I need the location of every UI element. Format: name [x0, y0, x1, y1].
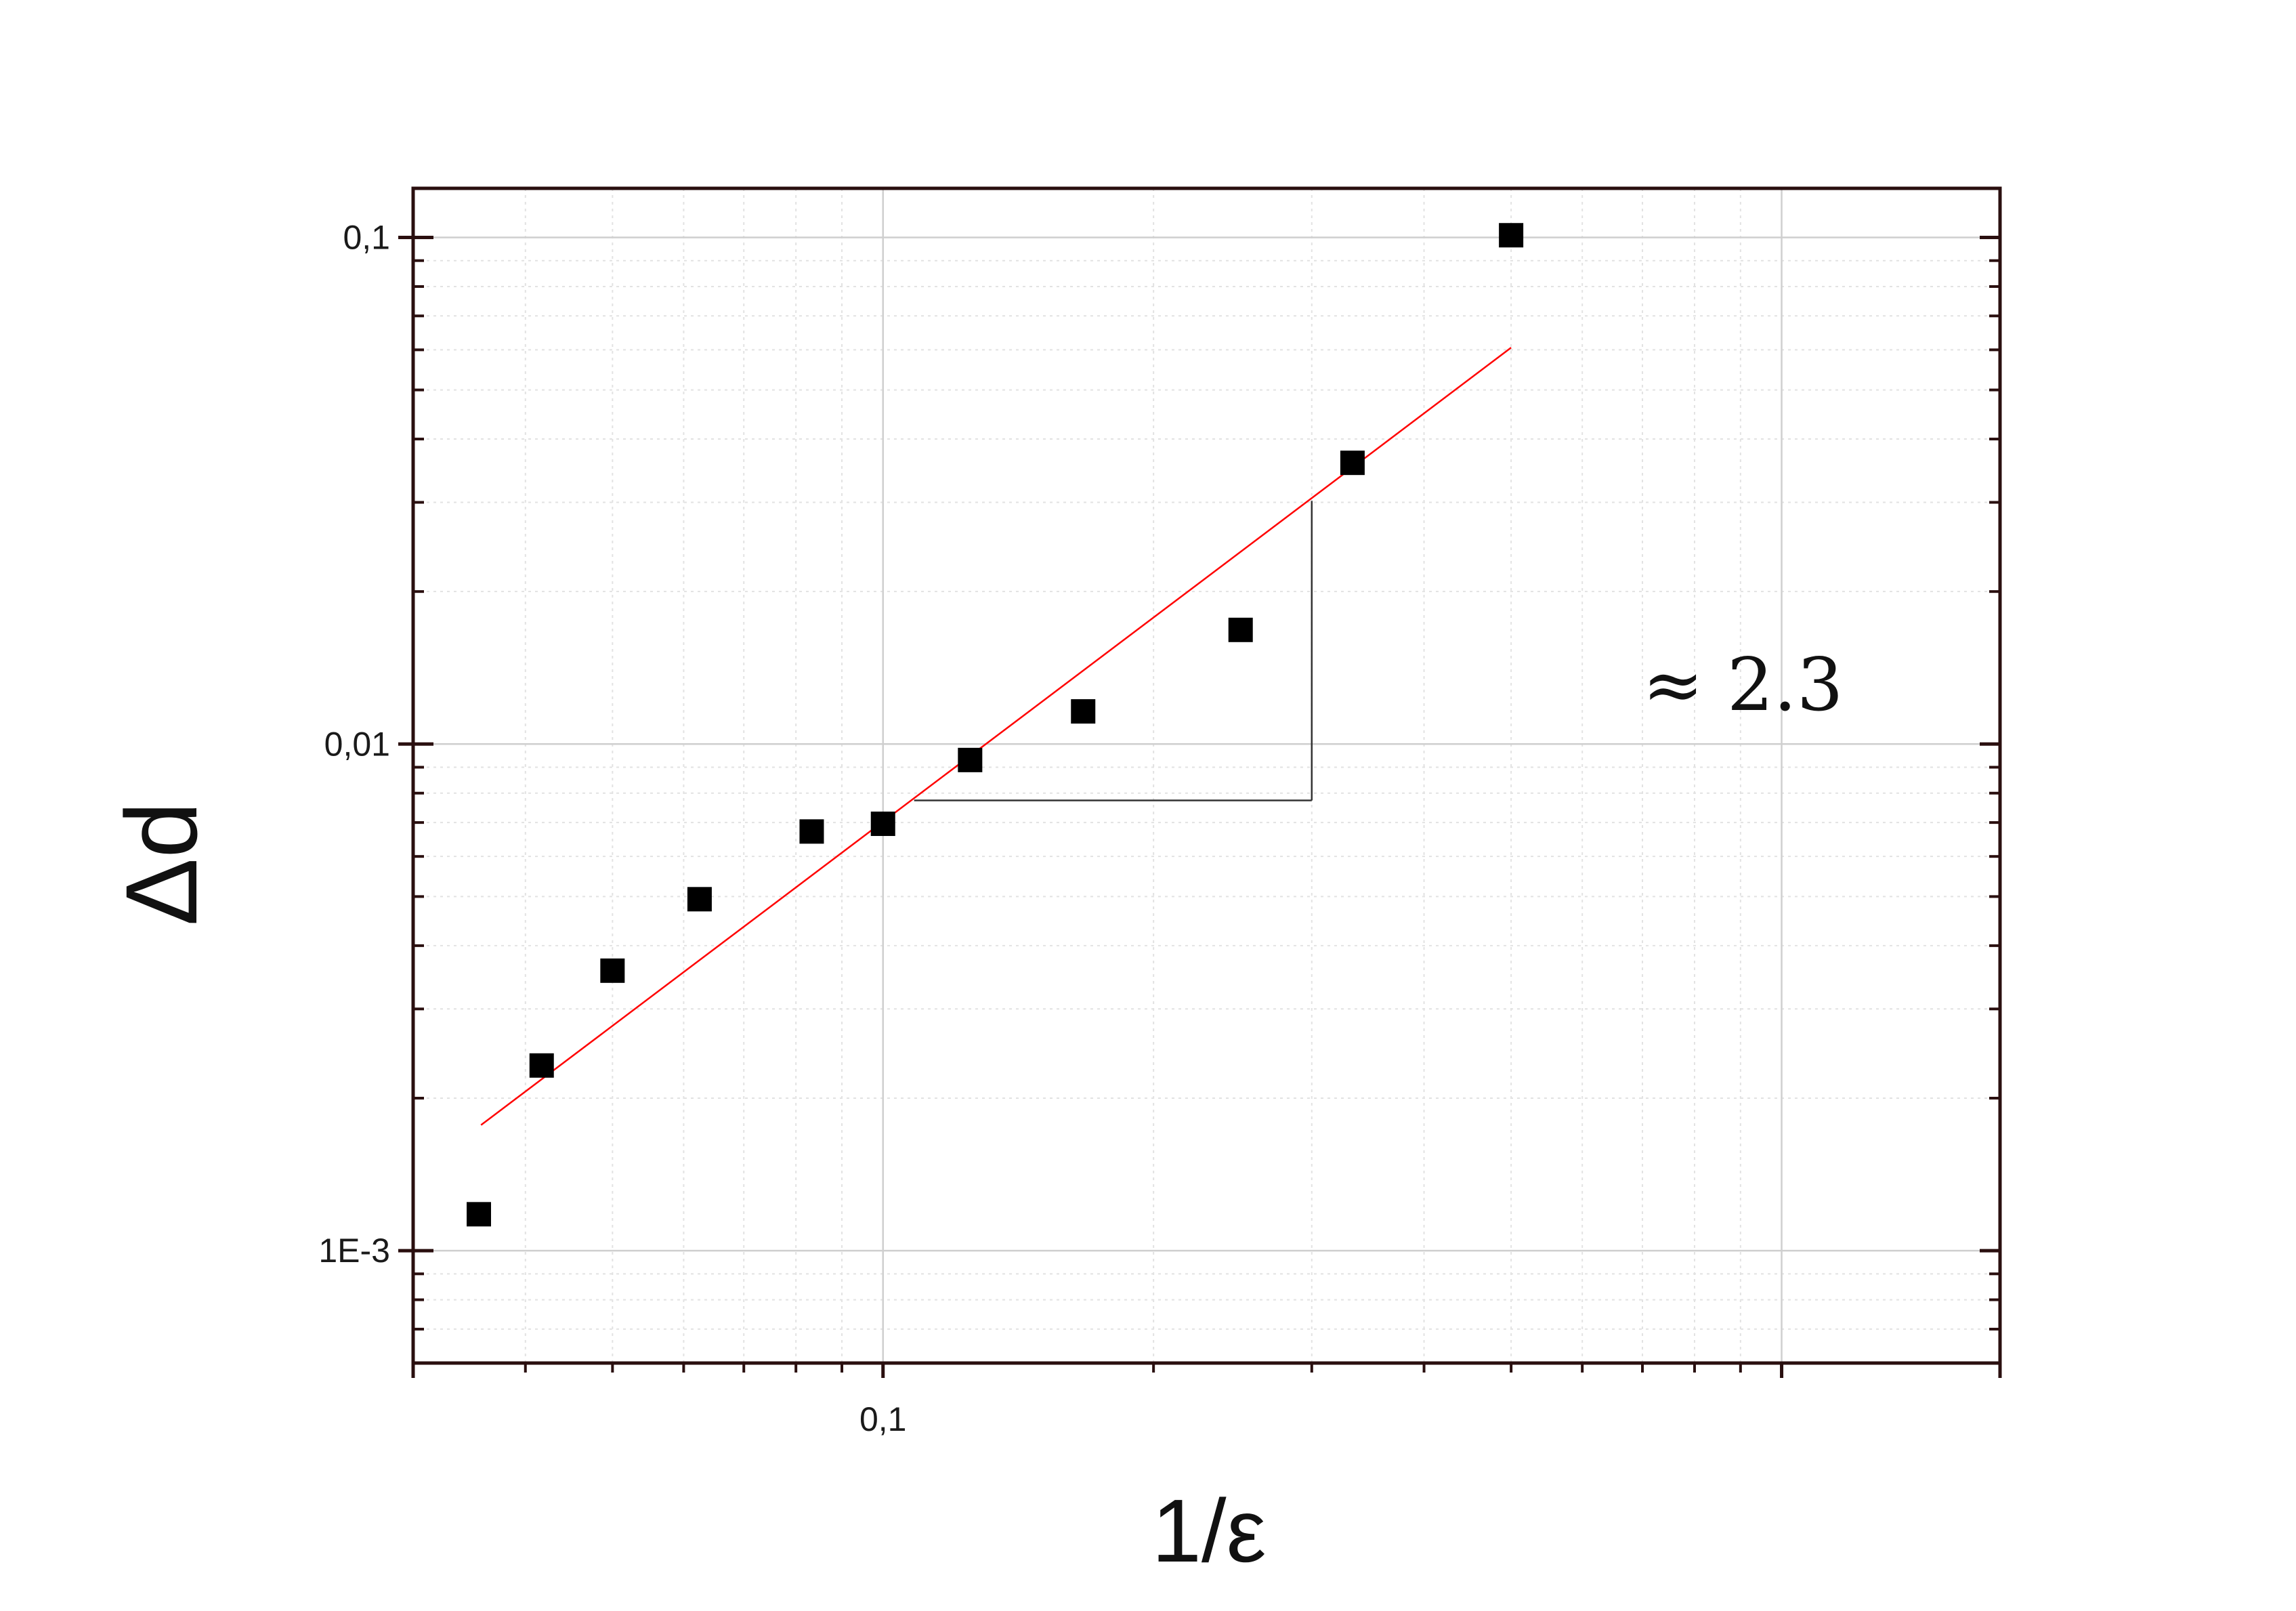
- data-point: [1499, 223, 1524, 248]
- data-points: [466, 223, 1524, 1227]
- axes: [411, 186, 2002, 1365]
- plot-frame: [411, 186, 2002, 1365]
- data-point: [799, 819, 824, 844]
- fit-line-group: [480, 347, 1512, 1126]
- grid: [412, 188, 2000, 1364]
- slope-annotation: ≈ 2.3: [1642, 643, 1844, 728]
- y-axis-title: Δd: [104, 801, 218, 926]
- y-tick-label: 0,01: [324, 725, 390, 763]
- data-point: [529, 1053, 554, 1078]
- x-tick-label: 0,1: [859, 1400, 907, 1438]
- data-point: [870, 811, 895, 836]
- data-point: [1071, 699, 1096, 724]
- ticks: [398, 235, 2002, 1378]
- data-point: [958, 747, 983, 772]
- data-point: [466, 1202, 491, 1227]
- data-point: [687, 887, 712, 912]
- slope-triangle-group: [914, 501, 1313, 801]
- y-tick-label: 0,1: [343, 218, 390, 256]
- fit-line: [480, 347, 1512, 1126]
- y-tick-label: 1E-3: [318, 1232, 390, 1270]
- data-point: [600, 958, 625, 983]
- tick-labels: 0,1 0,01 1E-3 0,1: [318, 218, 906, 1438]
- data-point: [1228, 617, 1253, 642]
- x-axis-title: 1/ε: [1152, 1481, 1267, 1581]
- data-point: [1340, 451, 1365, 476]
